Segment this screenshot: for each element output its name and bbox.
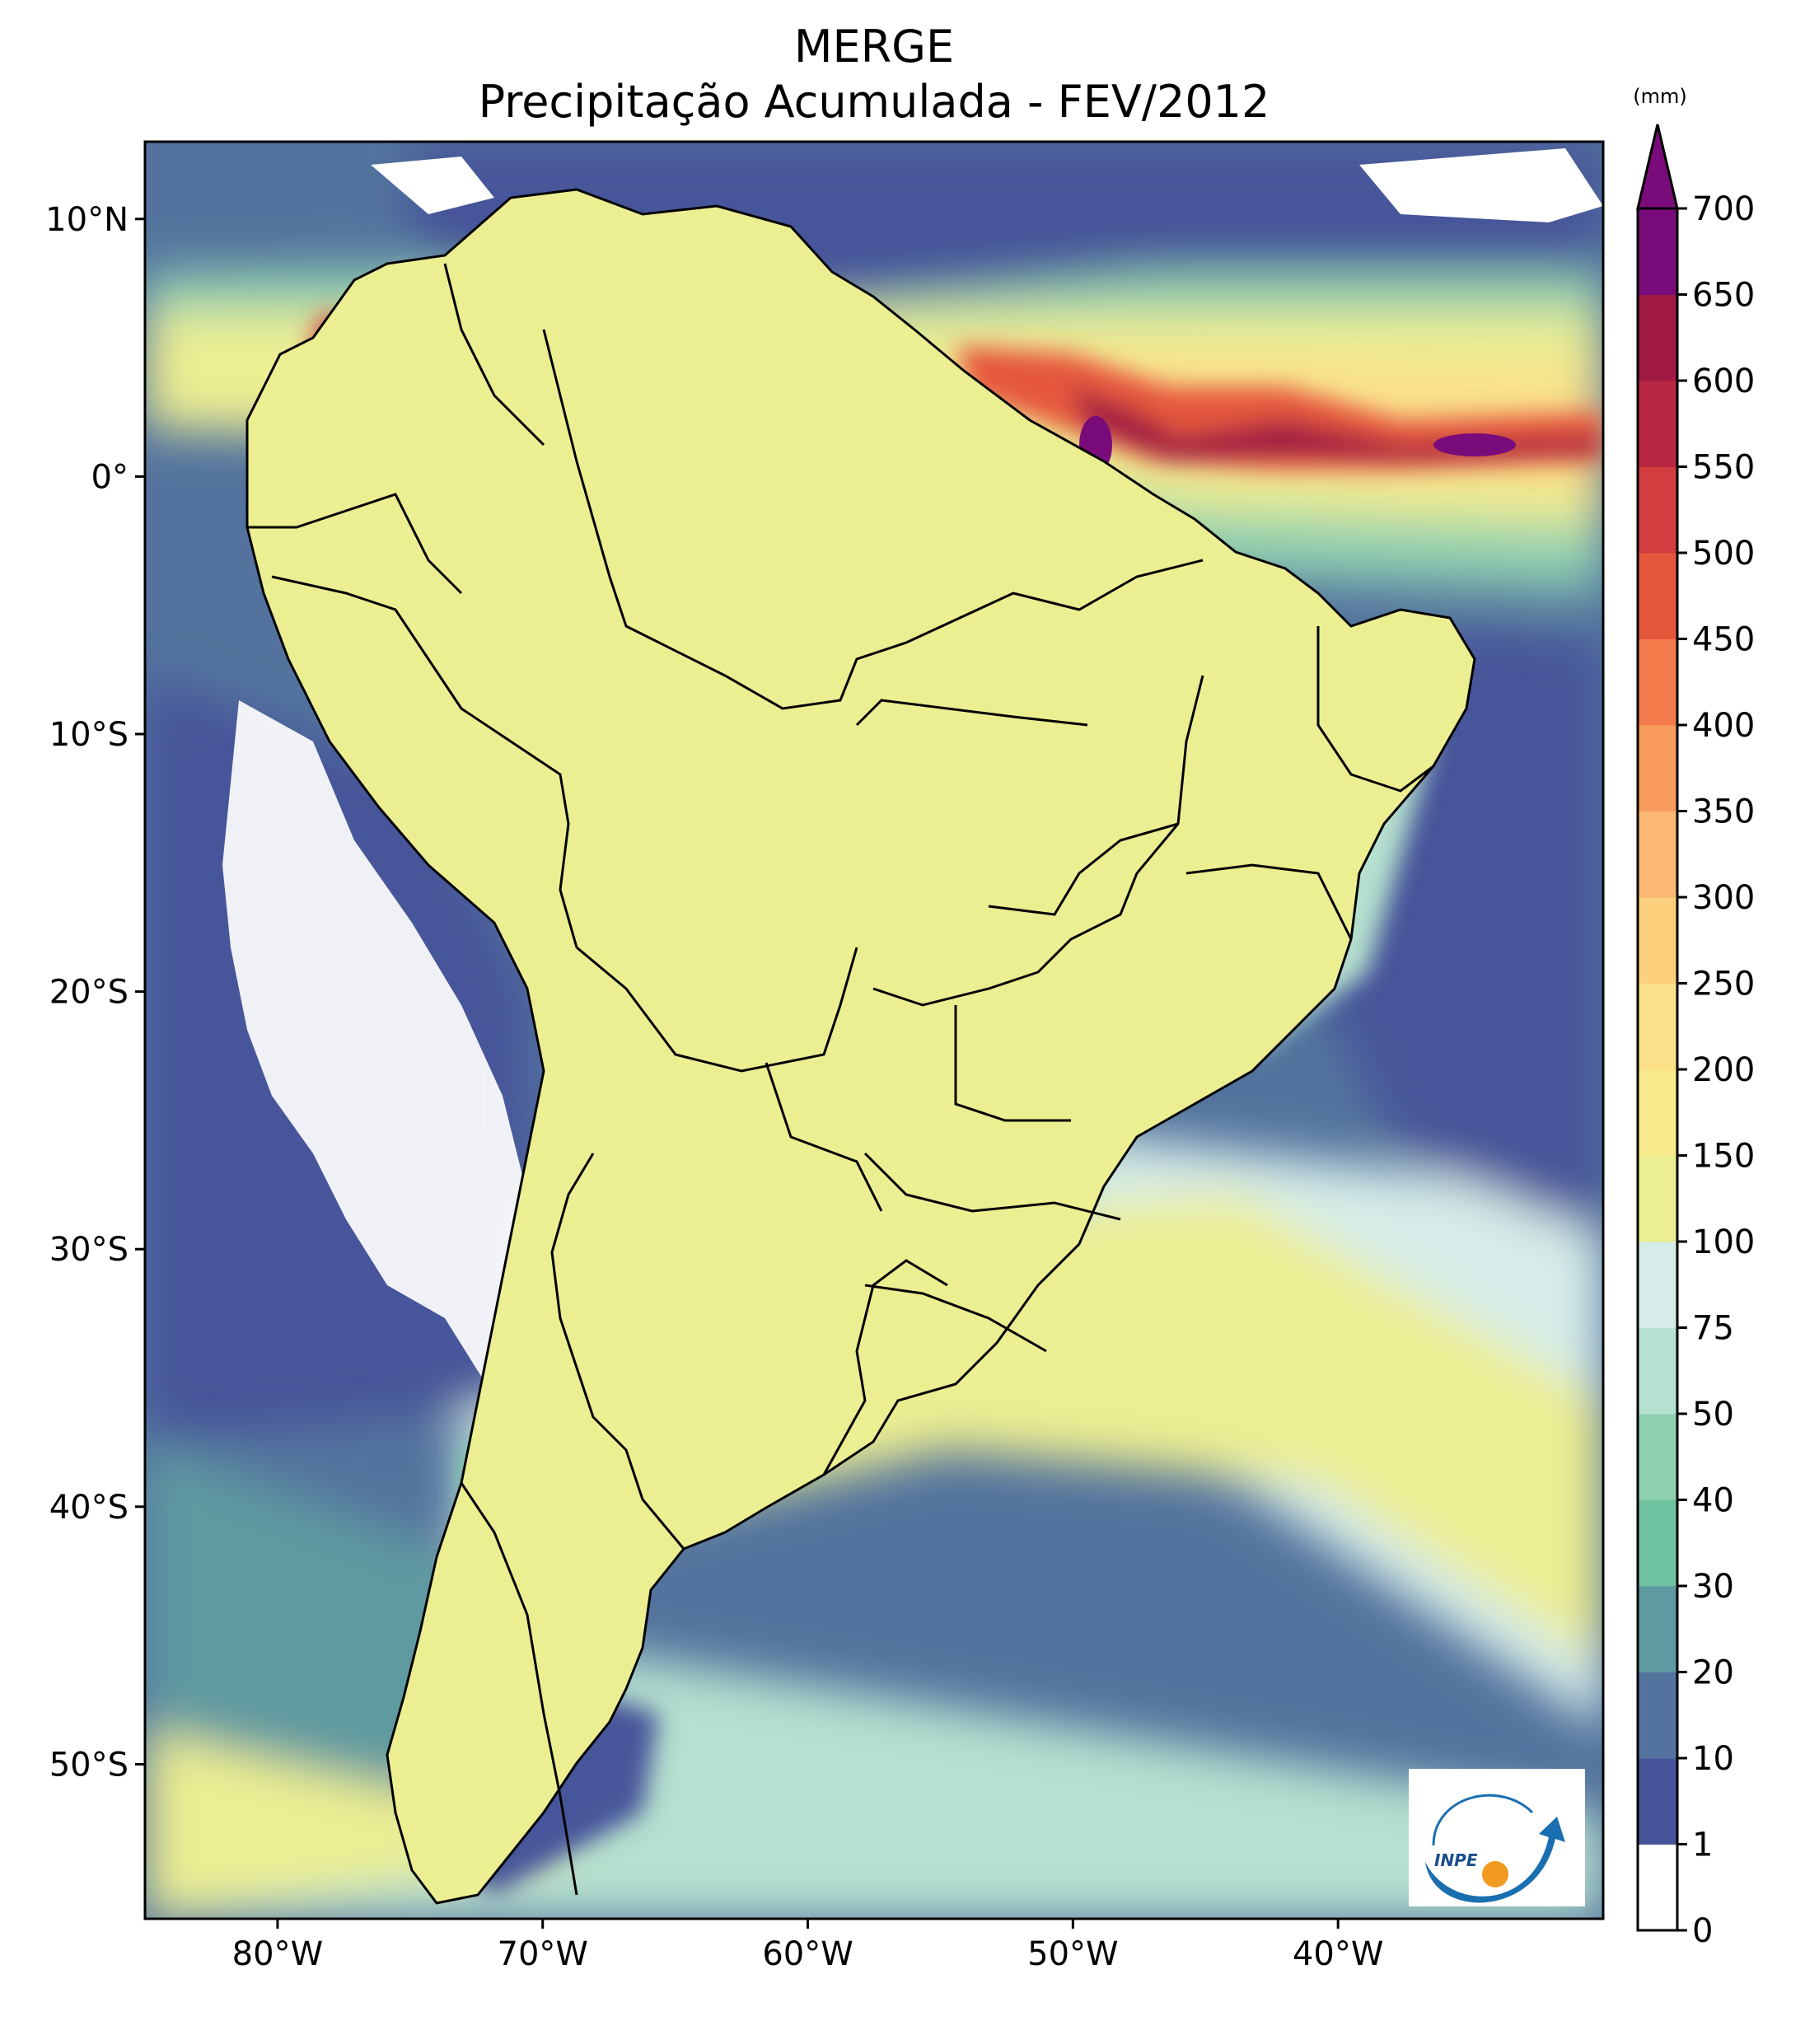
colorbar-tick-label: 600 <box>1692 362 1755 400</box>
colorbar-segment <box>1638 1672 1677 1759</box>
colorbar-tick-label: 20 <box>1692 1654 1734 1692</box>
colorbar-segment <box>1638 1758 1677 1845</box>
colorbar-tick-label: 300 <box>1692 879 1755 917</box>
lon-tick-label: 70°W <box>498 1935 588 1973</box>
colorbar-segment <box>1638 638 1677 726</box>
lat-tick-label: 40°S <box>49 1489 129 1527</box>
lat-tick-label: 30°S <box>49 1231 129 1269</box>
colorbar-tick-label: 50 <box>1692 1396 1734 1434</box>
map-subtitle: Precipitação Acumulada - FEV/2012 <box>478 76 1270 128</box>
lat-tick-label: 20°S <box>49 974 129 1012</box>
lat-tick-label: 0° <box>91 458 129 496</box>
colorbar-tick-label: 40 <box>1692 1482 1734 1520</box>
colorbar-segment <box>1638 294 1677 381</box>
colorbar-tick-label: 100 <box>1692 1223 1755 1261</box>
colorbar: 0 1 10 20 30 40 50 75 100 150 200 250 300 350 400 450 50… <box>1636 124 1755 1950</box>
colorbar-tick-label: 250 <box>1692 966 1755 1003</box>
lon-tick-label: 40°W <box>1293 1935 1383 1973</box>
latitude-axis: 10°N 0° 10°S 20°S 30°S 40°S 50°S <box>45 201 145 1784</box>
colorbar-tick-label: 450 <box>1692 621 1755 659</box>
colorbar-segment <box>1638 208 1677 295</box>
colorbar-segment <box>1638 1242 1677 1328</box>
lat-tick-label: 10°S <box>49 716 129 754</box>
colorbar-extend-arrow <box>1636 124 1679 210</box>
colorbar-segment <box>1638 1844 1677 1931</box>
borders <box>245 188 1476 1905</box>
lat-tick-label: 10°N <box>45 201 129 239</box>
colorbar-segment <box>1638 811 1677 898</box>
colorbar-tick-label: 650 <box>1692 277 1755 315</box>
inpe-logo: INPE <box>1409 1769 1585 1906</box>
lat-tick-label: 50°S <box>49 1746 129 1784</box>
colorbar-segment <box>1638 1499 1677 1587</box>
colorbar-unit: (mm) <box>1633 85 1687 108</box>
colorbar-tick-label: 500 <box>1692 535 1755 573</box>
colorbar-tick-label: 700 <box>1692 190 1755 228</box>
colorbar-tick-label: 200 <box>1692 1051 1755 1089</box>
colorbar-tick-label: 400 <box>1692 707 1755 745</box>
map-frame <box>143 140 1605 1920</box>
colorbar-segment <box>1638 1327 1677 1415</box>
colorbar-tick-label: 1 <box>1692 1827 1713 1864</box>
lon-tick-label: 80°W <box>232 1935 323 1973</box>
colorbar-segment <box>1638 1586 1677 1672</box>
colorbar-segment <box>1638 725 1677 812</box>
colorbar-segment <box>1638 897 1677 984</box>
colorbar-tick-label: 75 <box>1692 1310 1734 1348</box>
lon-tick-label: 60°W <box>762 1935 853 1973</box>
inpe-logo-text: INPE <box>1434 1850 1478 1870</box>
colorbar-tick-label: 10 <box>1692 1740 1734 1778</box>
map-title: MERGE <box>793 21 955 72</box>
longitude-axis: 80°W 70°W 60°W 50°W 40°W <box>232 1919 1383 1973</box>
colorbar-segment <box>1638 381 1677 467</box>
lon-tick-label: 50°W <box>1027 1935 1118 1973</box>
colorbar-tick-label: 550 <box>1692 449 1755 487</box>
colorbar-segment <box>1638 983 1677 1070</box>
colorbar-segment <box>1638 1414 1677 1500</box>
colorbar-segment <box>1638 1069 1677 1156</box>
colorbar-segment <box>1638 1155 1677 1242</box>
colorbar-segment <box>1638 553 1677 639</box>
colorbar-tick-label: 150 <box>1692 1138 1755 1176</box>
colorbar-segment <box>1638 466 1677 554</box>
colorbar-tick-label: 350 <box>1692 793 1755 831</box>
colorbar-tick-label: 30 <box>1692 1568 1734 1606</box>
colorbar-tick-label: 0 <box>1692 1912 1713 1950</box>
